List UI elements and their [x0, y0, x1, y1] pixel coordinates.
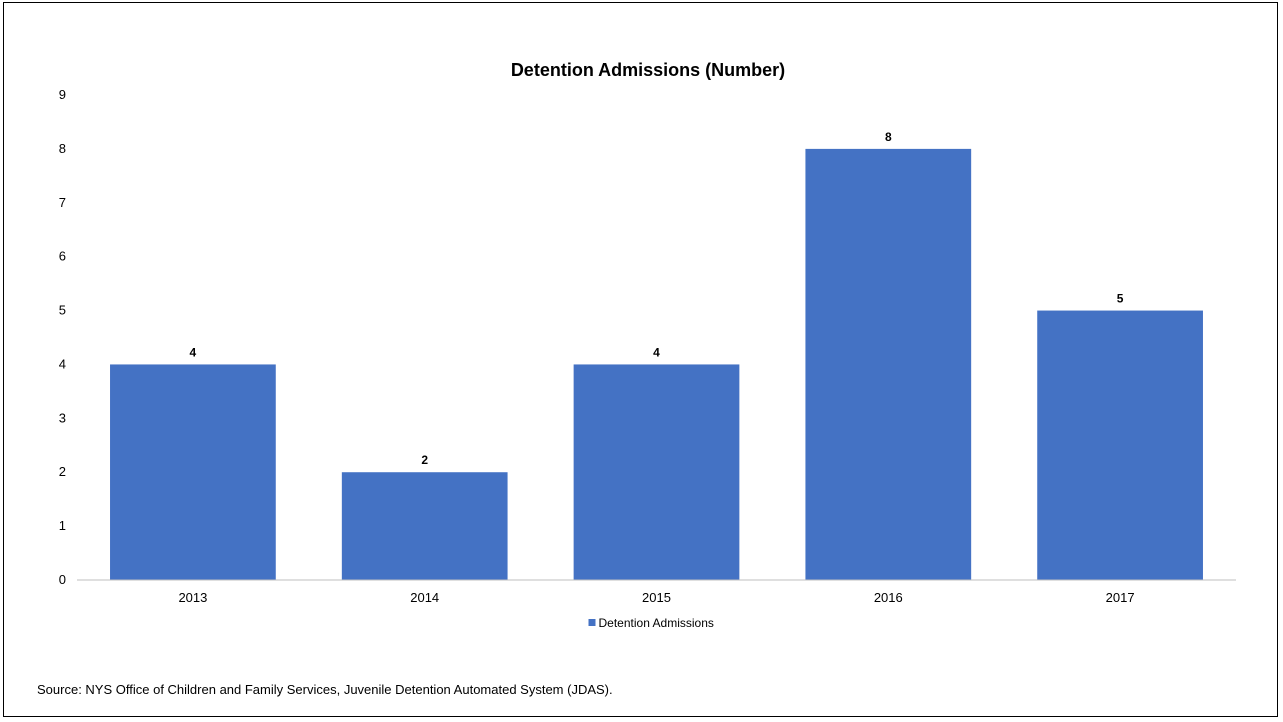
- y-tick-label: 6: [59, 249, 66, 264]
- data-label: 5: [1117, 292, 1124, 306]
- y-tick-label: 1: [59, 518, 66, 533]
- bar-series: 4 2 4 8 5: [110, 130, 1203, 580]
- y-tick-label: 5: [59, 303, 66, 318]
- x-tick-label: 2016: [874, 590, 903, 605]
- x-tick-label: 2015: [642, 590, 671, 605]
- y-tick-label: 2: [59, 464, 66, 479]
- bar: [573, 364, 740, 580]
- legend-label: Detention Admissions: [599, 616, 714, 630]
- data-label: 4: [653, 345, 660, 359]
- data-label: 2: [421, 453, 428, 467]
- bar: [1037, 310, 1203, 580]
- x-tick-label: 2017: [1106, 590, 1135, 605]
- y-axis: 0 1 2 3 4 5 6 7 8 9: [59, 87, 66, 587]
- legend-swatch: [588, 619, 596, 626]
- data-label: 8: [885, 130, 892, 144]
- bar: [110, 364, 276, 580]
- y-tick-label: 0: [59, 572, 66, 587]
- x-tick-label: 2014: [410, 590, 439, 605]
- y-tick-label: 4: [59, 356, 66, 371]
- bar: [805, 148, 972, 580]
- bar: [341, 472, 508, 580]
- chart-title: Detention Admissions (Number): [511, 60, 785, 80]
- source-note: Source: NYS Office of Children and Famil…: [37, 682, 613, 697]
- x-tick-label: 2013: [178, 590, 207, 605]
- data-label: 4: [190, 345, 197, 359]
- y-tick-label: 3: [59, 410, 66, 425]
- y-tick-label: 7: [59, 195, 66, 210]
- legend: Detention Admissions: [588, 616, 714, 630]
- y-tick-label: 8: [59, 141, 66, 156]
- y-tick-label: 9: [59, 87, 66, 102]
- x-axis: 2013 2014 2015 2016 2017: [77, 579, 1236, 605]
